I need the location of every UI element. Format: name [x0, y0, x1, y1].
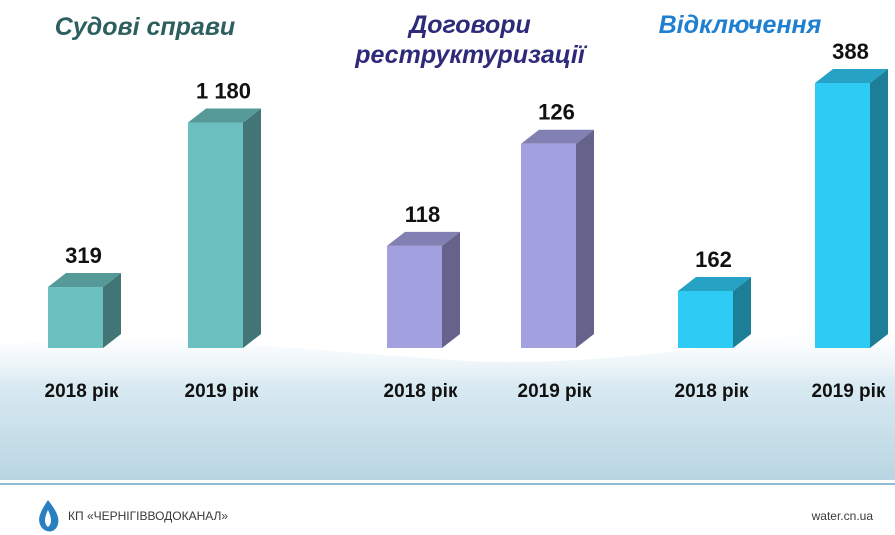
- chart-title: Відключення: [640, 10, 840, 40]
- category-label: 2019 рік: [518, 381, 592, 402]
- value-label: 319: [65, 243, 102, 268]
- value-label: 388: [832, 39, 869, 64]
- bar: [815, 83, 870, 348]
- chart: 319 2018 рік 1 180 2019 рік 118 2018 рік 126 20…: [0, 0, 895, 535]
- bar-side: [243, 109, 261, 348]
- category-label: 2019 рік: [812, 381, 886, 402]
- category-label: 2018 рік: [675, 381, 749, 402]
- website: water.cn.ua: [812, 509, 873, 523]
- category-label: 2018 рік: [45, 381, 119, 402]
- slide: 319 2018 рік 1 180 2019 рік 118 2018 рік 126 20…: [0, 0, 895, 535]
- chart-title: Договори реструктуризації: [330, 10, 610, 70]
- logo: [39, 500, 58, 531]
- bar-side: [576, 130, 594, 348]
- bar: [188, 123, 243, 348]
- chart-title: Судові справи: [10, 12, 280, 42]
- bar-side: [870, 69, 888, 348]
- bar-side: [442, 232, 460, 348]
- value-label: 126: [538, 100, 575, 125]
- bar: [387, 246, 442, 348]
- category-label: 2018 рік: [384, 381, 458, 402]
- category-label: 2019 рік: [185, 381, 259, 402]
- bar: [521, 144, 576, 348]
- bar: [48, 287, 103, 348]
- company-name: КП «ЧЕРНІГІВВОДОКАНАЛ»: [68, 509, 228, 523]
- value-label: 118: [405, 202, 441, 227]
- value-label: 1 180: [196, 79, 251, 104]
- bar: [678, 291, 733, 348]
- value-label: 162: [695, 247, 732, 272]
